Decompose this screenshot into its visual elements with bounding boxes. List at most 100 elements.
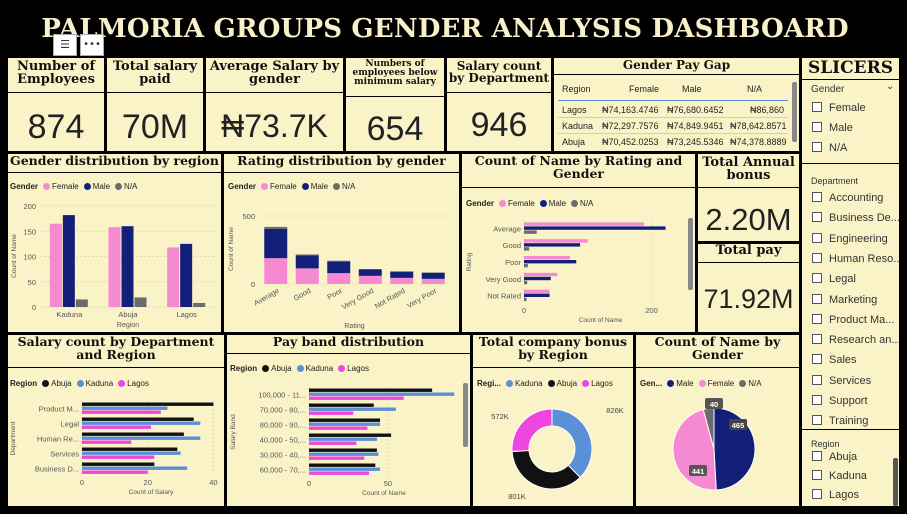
x-axis-label: Region (117, 322, 139, 329)
pay-gap-row-female: ₦70,452.0253 (602, 137, 659, 147)
checkbox-icon[interactable] (812, 489, 822, 499)
checkbox-icon[interactable] (812, 395, 822, 405)
pay-gap-header-female[interactable]: Female (629, 84, 659, 94)
bar-kaduna (309, 423, 380, 426)
checkbox-icon[interactable] (812, 354, 822, 364)
slicer-department-item-label: Research an... (829, 334, 900, 346)
pay-gap-row-na: ₦78,642.8571 (730, 121, 787, 131)
y-tick-label: 40,000 - 50,... (260, 436, 306, 445)
slicer-department-item[interactable]: Sales (812, 354, 857, 366)
slicer-region-lagos-label: Lagos (829, 489, 859, 501)
x-tick-label: Kaduna (56, 310, 83, 319)
chevron-down-icon[interactable]: ⌄ (886, 81, 894, 92)
kpi-employees-label: Number of Employees (8, 60, 104, 86)
payband-chart: 0 50 100,000 - 11... 70,000 - 80,... 80,000 … (227, 377, 471, 507)
pay-gap-header-region[interactable]: Region (562, 84, 591, 94)
slicer-department-item[interactable]: Human Reso... (812, 253, 900, 265)
bar-male (264, 229, 287, 258)
total-pay-card: Total pay 71.92M (697, 243, 800, 333)
slicer-department-item[interactable]: Services (812, 375, 871, 387)
slicer-department-item[interactable]: Legal (812, 273, 856, 285)
gender-region-panel: Gender distribution by region Gender Fema… (7, 153, 222, 333)
slicer-scrollbar[interactable] (893, 458, 898, 506)
checkbox-icon[interactable] (812, 122, 822, 132)
bar-kaduna (82, 452, 181, 455)
x-tick-label: 40 (209, 478, 217, 487)
checkbox-icon[interactable] (812, 192, 822, 202)
bar-kaduna (82, 437, 200, 440)
slicer-department-item[interactable]: Research an... (812, 334, 900, 346)
count-rating-scrollbar[interactable] (688, 218, 693, 290)
pay-gap-scrollbar[interactable] (792, 82, 797, 142)
bar-lagos (82, 426, 151, 429)
checkbox-icon[interactable] (812, 470, 822, 480)
checkbox-icon[interactable] (812, 451, 822, 461)
bar-na (135, 297, 147, 307)
slicer-department-item[interactable]: Accounting (812, 192, 883, 204)
bar-na (76, 299, 88, 307)
checkbox-icon[interactable] (812, 334, 822, 344)
rating-gender-legend: Gender Female Male N/A (228, 182, 355, 191)
checkbox-icon[interactable] (812, 253, 822, 263)
slicer-department-item[interactable]: Business De... (812, 212, 900, 224)
bar-na (524, 247, 529, 250)
bar-kaduna (82, 407, 167, 410)
bar-lagos (309, 457, 364, 460)
checkbox-icon[interactable] (812, 142, 822, 152)
slicer-department-item[interactable]: Product Ma... (812, 314, 894, 326)
slicer-department-item[interactable]: Support (812, 395, 868, 407)
checkbox-icon[interactable] (812, 375, 822, 385)
pay-gap-row-male: ₦73,245.5346 (667, 137, 724, 147)
total-pay-value: 71.92M (698, 284, 799, 315)
slicer-department-item-label: Sales (829, 354, 857, 366)
pay-gap-header-na[interactable]: N/A (747, 84, 762, 94)
checkbox-icon[interactable] (812, 212, 822, 222)
checkbox-icon[interactable] (812, 233, 822, 243)
slicer-department-item[interactable]: Training (812, 415, 868, 427)
data-label: 40 (710, 400, 718, 409)
slicer-gender-female[interactable]: Female (812, 102, 866, 114)
salary-dept-region-chart: 0 20 40 Product M... Legal Human Re... Service… (8, 391, 225, 507)
count-gender-chart: 46544140 (636, 391, 800, 507)
gender-region-legend: Gender Female Male N/A (10, 182, 137, 191)
bar-na (524, 298, 527, 301)
slicer-gender-male[interactable]: Male (812, 122, 853, 134)
checkbox-icon[interactable] (812, 294, 822, 304)
x-tick-label: 50 (384, 479, 392, 488)
kpi-salary-count-value: 946 (447, 106, 551, 145)
slicer-region-abuja[interactable]: Abuja (812, 451, 857, 463)
y-tick-label: Average (493, 224, 521, 233)
slice-kaduna (552, 409, 592, 477)
payband-scrollbar[interactable] (463, 383, 468, 447)
kpi-avg-salary-card: Average Salary by gender ₦73.7K (205, 57, 344, 152)
slicer-region-lagos[interactable]: Lagos (812, 489, 859, 501)
y-tick-label: 70,000 - 80,... (260, 406, 306, 415)
rating-gender-panel: Rating distribution by gender Gender Fema… (223, 153, 460, 333)
checkbox-icon[interactable] (812, 415, 822, 425)
slicer-region-kaduna[interactable]: Kaduna (812, 470, 867, 482)
checkbox-icon[interactable] (812, 273, 822, 283)
filter-menu-button[interactable]: ☰ (53, 34, 77, 56)
x-axis-label: Count of Salary (129, 489, 175, 496)
total-pay-label: Total pay (698, 244, 799, 257)
pay-gap-row-male: ₦74,849.9451 (667, 121, 724, 131)
pay-gap-header-male[interactable]: Male (682, 84, 702, 94)
pay-gap-row-region: Abuja (562, 137, 585, 147)
bonus-region-panel: Total company bonus by Region Regi... Kad… (472, 334, 634, 507)
slicer-gender-na[interactable]: N/A (812, 142, 847, 154)
annual-bonus-label: Total Annual bonus (698, 156, 799, 182)
checkbox-icon[interactable] (812, 102, 822, 112)
checkbox-icon[interactable] (812, 314, 822, 324)
bar-female (109, 227, 121, 307)
slicer-department-item-label: Human Reso... (829, 253, 900, 265)
kpi-salary-paid-value: 70M (107, 108, 203, 147)
y-tick-label: Not Rated (487, 292, 521, 301)
slicer-department-item[interactable]: Marketing (812, 294, 877, 306)
slicer-department-item[interactable]: Engineering (812, 233, 888, 245)
bar-lagos (309, 472, 369, 475)
more-options-button[interactable]: ••• (80, 34, 104, 56)
bar-female (524, 239, 588, 242)
bar-abuja (309, 449, 377, 452)
count-rating-title: Count of Name by Rating and Gender (462, 155, 695, 180)
bar-male (180, 244, 192, 307)
